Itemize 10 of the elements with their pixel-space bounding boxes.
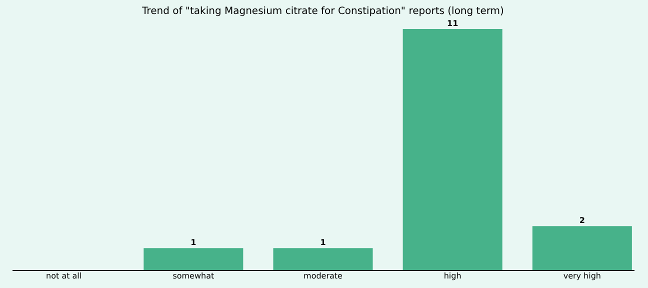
x-tick-label: not at all bbox=[46, 272, 82, 280]
x-tick-label: moderate bbox=[304, 272, 343, 280]
x-tick-label: very high bbox=[563, 272, 602, 280]
chart-title: Trend of "taking Magnesium citrate for Constipation" reports (long term) bbox=[141, 6, 504, 17]
data-label: 2 bbox=[579, 216, 585, 226]
data-label: 1 bbox=[190, 238, 197, 248]
data-label: 1 bbox=[320, 238, 326, 248]
x-tick-label: high bbox=[444, 272, 462, 280]
x-tick-label: somewhat bbox=[172, 272, 214, 280]
data-label: 11 bbox=[447, 19, 459, 28]
